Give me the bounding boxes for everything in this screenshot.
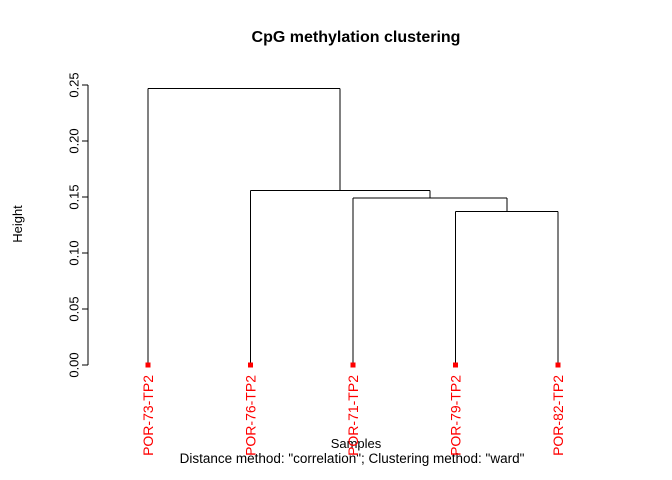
leaf-marker (145, 362, 151, 368)
y-tick-label: 0.00 (67, 352, 82, 377)
chart-subtitle: Distance method: "correlation"; Clusteri… (180, 451, 525, 466)
leaf-label: POR-82-TP2 (550, 375, 566, 456)
y-tick-label: 0.15 (67, 184, 82, 209)
leaf-markers-and-labels: POR-73-TP2 POR-76-TP2 POR-71-TP2 POR-79-TP2… (140, 362, 566, 456)
y-tick-label: 0.05 (67, 296, 82, 321)
chart-title: CpG methylation clustering (252, 29, 461, 46)
y-axis: 0.00 0.05 0.10 0.15 0.20 0.25 (67, 72, 89, 378)
leaf-marker (453, 362, 458, 368)
y-axis-title: Height (10, 205, 25, 243)
y-tick-label: 0.20 (67, 128, 82, 153)
leaf-label: POR-79-TP2 (447, 375, 463, 456)
y-tick-label: 0.10 (67, 240, 82, 265)
y-tick-label: 0.25 (67, 72, 82, 97)
x-axis-title: Samples (331, 436, 382, 451)
leaf-marker (350, 362, 356, 368)
dendrogram-links (147, 87, 559, 365)
leaf-marker (555, 362, 561, 368)
leaf-label: POR-73-TP2 (140, 375, 156, 456)
leaf-label: POR-76-TP2 (242, 375, 258, 456)
leaf-marker (248, 362, 253, 368)
leaf-label: POR-71-TP2 (345, 375, 361, 456)
